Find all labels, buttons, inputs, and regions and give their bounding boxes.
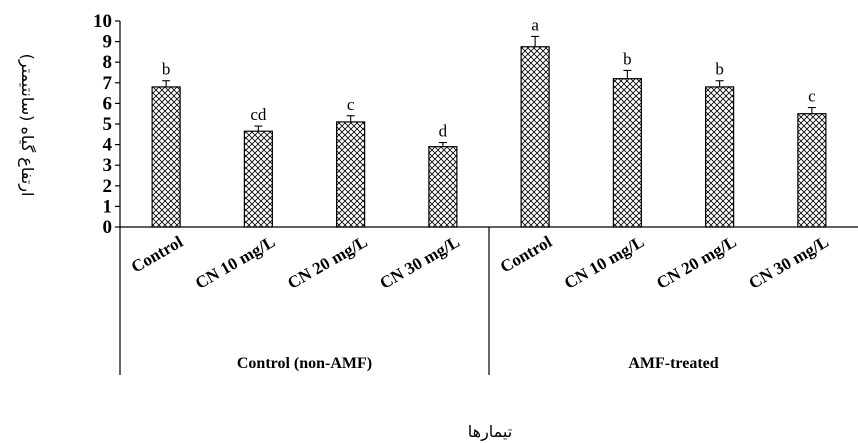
category-label: Control [128, 232, 187, 277]
significance-letter: b [162, 60, 171, 79]
category-label: CN 20 mg/L [653, 232, 739, 293]
y-tick-label: 2 [103, 176, 113, 197]
group-label: Control (non-AMF) [237, 355, 372, 372]
significance-letter: c [347, 95, 355, 114]
bar [612, 78, 642, 228]
significance-letter: c [808, 87, 816, 106]
bar [797, 113, 827, 228]
bar [243, 130, 273, 228]
category-label: CN 30 mg/L [376, 232, 462, 293]
y-tick-label: 0 [103, 217, 113, 238]
bar [428, 146, 458, 228]
y-tick-label: 9 [103, 32, 113, 53]
category-label: Control [497, 232, 556, 277]
bar [151, 86, 181, 228]
category-label: CN 30 mg/L [745, 232, 831, 293]
significance-letter: b [623, 49, 632, 68]
bar [336, 121, 366, 228]
y-tick-label: 8 [103, 52, 113, 73]
y-tick-label: 6 [103, 93, 113, 114]
category-label: CN 10 mg/L [192, 232, 278, 293]
significance-letter: b [715, 60, 724, 79]
y-axis-title: ارتفاع گیاه (سانتیمتر) [17, 54, 37, 197]
bar [520, 46, 550, 228]
y-tick-label: 3 [103, 155, 113, 176]
y-tick-label: 10 [93, 11, 112, 32]
y-tick-label: 7 [103, 73, 113, 94]
group-label: AMF-treated [628, 355, 718, 372]
significance-letter: cd [250, 105, 267, 124]
category-label: CN 20 mg/L [284, 232, 370, 293]
significance-letter: a [531, 15, 539, 34]
category-label: CN 10 mg/L [561, 232, 647, 293]
y-tick-label: 1 [103, 196, 113, 217]
bar [705, 86, 735, 228]
y-tick-label: 4 [103, 135, 113, 156]
significance-letter: d [439, 122, 448, 141]
y-tick-label: 5 [103, 114, 113, 135]
x-axis-title: تیمارها [468, 422, 512, 442]
